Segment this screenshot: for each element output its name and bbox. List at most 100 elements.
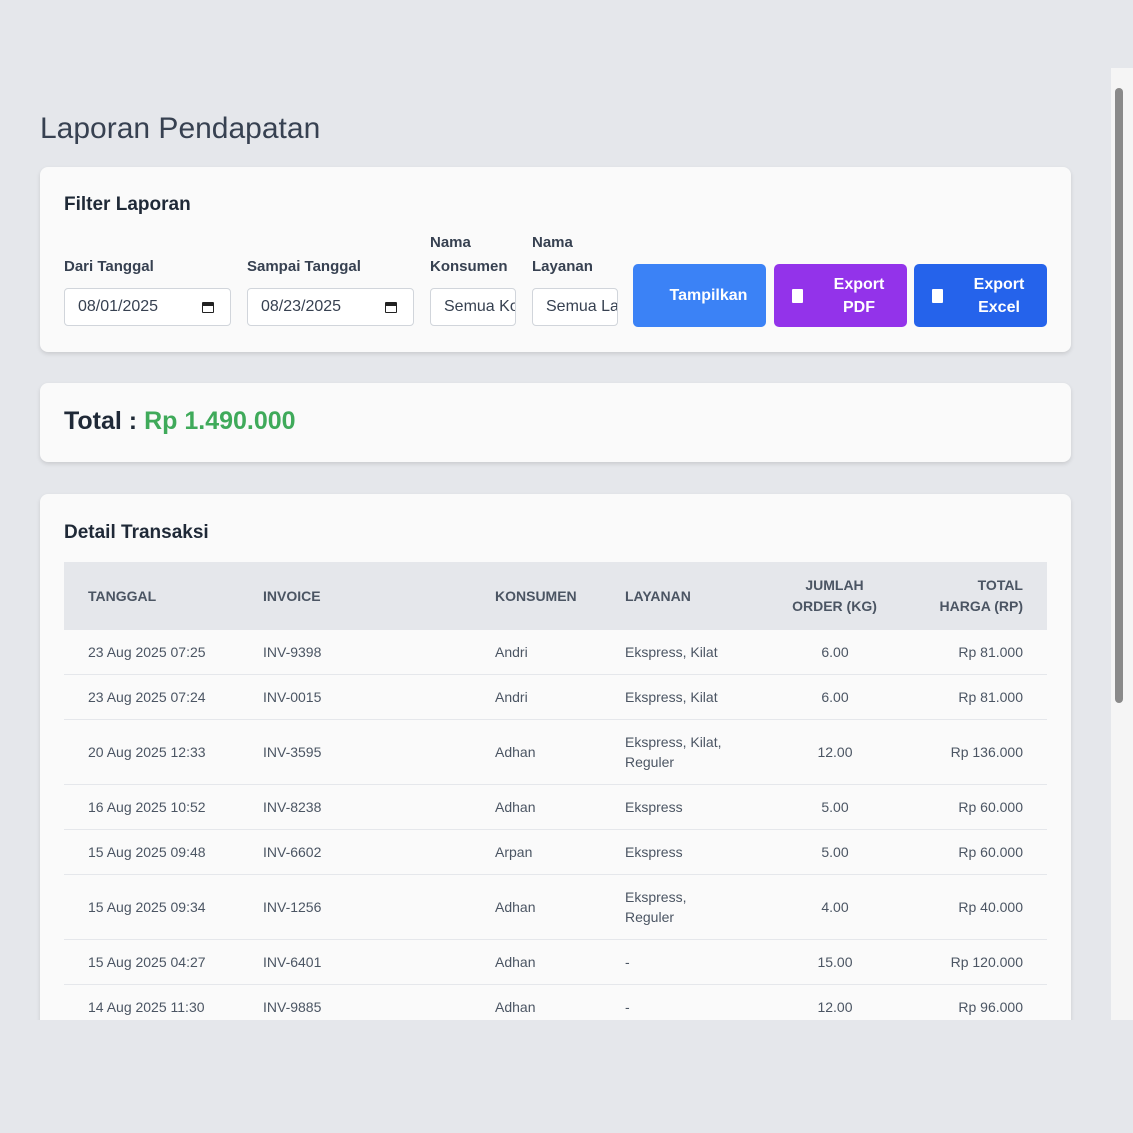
total-row: Total : Rp 1.490.000 <box>64 407 296 436</box>
table-cell: Rp 81.000 <box>905 630 1047 675</box>
cell-text: Adhan <box>495 744 536 760</box>
cell-text: INV-3595 <box>263 744 322 760</box>
table-cell: INV-9398 <box>263 630 495 675</box>
date-input[interactable]: 08/01/2025 <box>64 288 231 326</box>
cell-text: 6.00 <box>821 689 849 705</box>
table-cell: 15 Aug 2025 04:27 <box>64 939 263 985</box>
cell-text: INV-1256 <box>263 899 322 915</box>
table-cell: Rp 120.000 <box>905 939 1047 985</box>
header-text: JUMLAH ORDER (KG) <box>792 577 877 614</box>
column-header: TOTAL HARGA (RP) <box>905 562 1047 630</box>
cell-text: Andri <box>495 644 528 660</box>
table-cell: Adhan <box>495 984 625 1020</box>
cell-text: INV-8238 <box>263 799 322 815</box>
table-cell: Andri <box>495 630 625 675</box>
button-label: Tampilkan <box>669 287 748 304</box>
table-cell: Ekspress <box>625 829 765 875</box>
cell-text: Ekspress, Kilat <box>625 689 718 705</box>
cell-text: 16 Aug 2025 10:52 <box>88 799 206 815</box>
cell-text: 14 Aug 2025 11:30 <box>88 999 205 1015</box>
table-cell: Ekspress, Kilat <box>625 674 765 720</box>
table-cell: Adhan <box>495 939 625 985</box>
cell-text: INV-9398 <box>263 644 322 660</box>
cell-text: Rp 81.000 <box>958 644 1023 660</box>
table-cell: INV-1256 <box>263 874 495 940</box>
cell-text: - <box>625 954 630 970</box>
transactions-table: TANGGAL INVOICE KONSUMEN LAYANAN JUMLAH ORDE… <box>64 562 1047 1020</box>
table-row: 14 Aug 2025 11:30 INV-9885 Adhan - 12.00 Rp 9… <box>64 984 1047 1020</box>
table-row: 15 Aug 2025 09:34 INV-1256 Adhan Ekspress, … <box>64 874 1047 940</box>
cell-text: 23 Aug 2025 07:25 <box>88 644 206 660</box>
field-label: Sampai Tanggal <box>247 258 361 275</box>
cell-text: 15 Aug 2025 09:34 <box>88 899 206 915</box>
total-value: Rp 1.490.000 <box>144 407 296 435</box>
scroll-thumb[interactable] <box>1115 88 1123 703</box>
cell-text: Ekspress <box>625 799 683 815</box>
field-label: Nama Layanan <box>532 234 593 275</box>
cell-text: Adhan <box>495 999 536 1015</box>
column-header: INVOICE <box>263 562 495 630</box>
cell-text: Andri <box>495 689 528 705</box>
total-card: Total : Rp 1.490.000 <box>40 383 1071 462</box>
cell-text: 15 Aug 2025 04:27 <box>88 954 206 970</box>
cell-text: INV-0015 <box>263 689 322 705</box>
cell-text: Rp 81.000 <box>958 689 1023 705</box>
header-text: KONSUMEN <box>495 587 577 604</box>
table-cell: Rp 60.000 <box>905 829 1047 875</box>
table-row: 23 Aug 2025 07:25 INV-9398 Andri Ekspress, … <box>64 630 1047 675</box>
cell-text: - <box>625 999 630 1015</box>
table-cell: Ekspress, Kilat, Reguler <box>625 719 765 785</box>
button[interactable]: Export PDF <box>774 264 907 327</box>
table-cell: 4.00 <box>765 874 905 940</box>
table-cell: 15 Aug 2025 09:34 <box>64 874 263 940</box>
input-value: Semua Layanan <box>546 298 617 315</box>
table-cell: INV-6602 <box>263 829 495 875</box>
table-cell: 14 Aug 2025 11:30 <box>64 984 263 1020</box>
scrollbar[interactable] <box>1111 68 1133 1020</box>
table-cell: INV-6401 <box>263 939 495 985</box>
table-cell: 5.00 <box>765 829 905 875</box>
cell-text: Adhan <box>495 799 536 815</box>
table-cell: 16 Aug 2025 10:52 <box>64 784 263 830</box>
cell-text: 4.00 <box>821 899 849 915</box>
cell-text: 15 Aug 2025 09:48 <box>88 844 206 860</box>
button[interactable]: Export Excel <box>914 264 1047 327</box>
cell-text: Rp 136.000 <box>950 744 1023 760</box>
table-cell: Adhan <box>495 874 625 940</box>
cell-text: Rp 60.000 <box>958 799 1023 815</box>
cell-text: 20 Aug 2025 12:33 <box>88 744 206 760</box>
viewport: Laporan Pendapatan Filter Laporan Dari T… <box>40 112 1071 1020</box>
table-cell: 12.00 <box>765 984 905 1020</box>
table-cell: Rp 40.000 <box>905 874 1047 940</box>
table-cell: 15.00 <box>765 939 905 985</box>
table-row: 16 Aug 2025 10:52 INV-8238 Adhan Ekspress 5.… <box>64 784 1047 830</box>
table-cell: Rp 136.000 <box>905 719 1047 785</box>
column-header: KONSUMEN <box>495 562 625 630</box>
card-title: Filter Laporan <box>64 194 191 215</box>
header-text: LAYANAN <box>625 587 691 604</box>
button[interactable]: Tampilkan <box>633 264 766 327</box>
cell-text: Ekspress <box>625 844 683 860</box>
table-cell: - <box>625 984 765 1020</box>
table-cell: 23 Aug 2025 07:25 <box>64 630 263 675</box>
cell-text: 15.00 <box>817 954 853 970</box>
table-cell: INV-8238 <box>263 784 495 830</box>
table-cell: 12.00 <box>765 719 905 785</box>
cell-text: 23 Aug 2025 07:24 <box>88 689 206 705</box>
button-label: Export Excel <box>973 275 1025 316</box>
page-title: Laporan Pendapatan <box>40 112 321 145</box>
date-input[interactable]: 08/23/2025 <box>247 288 414 326</box>
text-input[interactable]: Semua Layanan <box>532 288 618 326</box>
table-cell: INV-0015 <box>263 674 495 720</box>
cell-text: Rp 60.000 <box>958 844 1023 860</box>
cell-text: Rp 40.000 <box>958 899 1023 915</box>
button-label: Export PDF <box>833 275 885 316</box>
cell-text: 5.00 <box>821 844 849 860</box>
table-row: 15 Aug 2025 04:27 INV-6401 Adhan - 15.00 Rp 1… <box>64 939 1047 985</box>
table-cell: Ekspress <box>625 784 765 830</box>
text-input[interactable]: Semua Konsumen <box>430 288 516 326</box>
column-header: LAYANAN <box>625 562 765 630</box>
cell-text: Ekspress, Reguler <box>625 889 687 925</box>
total-label: Total : <box>64 407 138 435</box>
